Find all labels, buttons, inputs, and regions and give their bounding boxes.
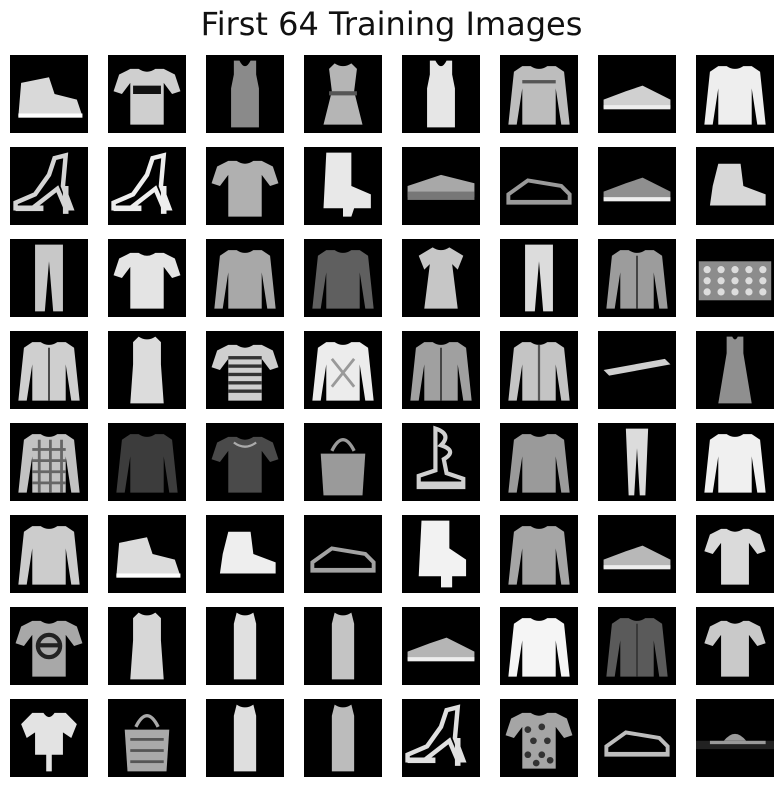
thumbnail-sneaker xyxy=(108,515,186,593)
thumbnail-dress xyxy=(206,699,284,777)
thumbnail-sneaker xyxy=(598,55,676,133)
thumbnail-pullover xyxy=(500,607,578,685)
figure-title: First 64 Training Images xyxy=(200,5,583,43)
thumbnail-dress xyxy=(304,55,382,133)
thumbnail-t-shirt xyxy=(206,331,284,409)
thumbnail-sandal xyxy=(108,147,186,225)
thumbnail-bag xyxy=(696,239,774,317)
thumbnail-sneaker xyxy=(598,515,676,593)
thumbnail-pullover xyxy=(206,239,284,317)
thumbnail-t-shirt xyxy=(10,607,88,685)
thumbnail-coat xyxy=(598,607,676,685)
thumbnail-trouser xyxy=(500,239,578,317)
thumbnail-t-shirt xyxy=(108,239,186,317)
thumbnail-sandal xyxy=(304,515,382,593)
thumbnail-shirt xyxy=(696,423,774,501)
thumbnail-sandal xyxy=(598,699,676,777)
thumbnail-shirt xyxy=(10,699,88,777)
thumbnail-ankle-boot xyxy=(696,147,774,225)
thumbnail-dress xyxy=(696,331,774,409)
thumbnail-coat xyxy=(598,239,676,317)
thumbnail-pullover xyxy=(696,55,774,133)
thumbnail-coat xyxy=(402,331,480,409)
thumbnail-pullover xyxy=(500,55,578,133)
thumbnail-sandal xyxy=(402,423,480,501)
thumbnail-shirt xyxy=(10,423,88,501)
thumbnail-ankle-boot xyxy=(304,147,382,225)
thumbnail-dress xyxy=(206,607,284,685)
thumbnail-dress xyxy=(402,239,480,317)
thumbnail-sneaker xyxy=(402,607,480,685)
thumbnail-pullover xyxy=(500,423,578,501)
thumbnail-ankle-boot xyxy=(206,515,284,593)
thumbnail-trouser xyxy=(10,239,88,317)
thumbnail-bag xyxy=(108,699,186,777)
thumbnail-pullover xyxy=(10,515,88,593)
thumbnail-sneaker xyxy=(598,147,676,225)
thumbnail-ankle-boot xyxy=(10,55,88,133)
thumbnail-top xyxy=(206,55,284,133)
thumbnail-ankle-boot xyxy=(402,515,480,593)
thumbnail-top xyxy=(402,55,480,133)
thumbnail-pullover xyxy=(304,331,382,409)
thumbnail-shirt xyxy=(500,699,578,777)
thumbnail-coat xyxy=(10,331,88,409)
thumbnail-bag xyxy=(304,423,382,501)
thumbnail-coat xyxy=(500,331,578,409)
thumbnail-dress xyxy=(304,607,382,685)
thumbnail-sandal xyxy=(402,147,480,225)
thumbnail-sandal xyxy=(500,147,578,225)
thumbnail-dress xyxy=(108,607,186,685)
thumbnail-t-shirt xyxy=(206,147,284,225)
thumbnail-sandal xyxy=(10,147,88,225)
thumbnail-coat xyxy=(304,239,382,317)
thumbnail-dress xyxy=(696,515,774,593)
thumbnail-t-shirt xyxy=(108,55,186,133)
thumbnail-dress xyxy=(304,699,382,777)
thumbnail-shirt xyxy=(696,607,774,685)
thumbnail-shirt xyxy=(108,423,186,501)
thumbnail-t-shirt xyxy=(206,423,284,501)
thumbnail-trouser xyxy=(598,423,676,501)
thumbnail-sandal xyxy=(696,699,774,777)
thumbnail-sandal xyxy=(598,331,676,409)
thumbnail-dress xyxy=(108,331,186,409)
thumbnail-sandal xyxy=(402,699,480,777)
thumbnail-pullover xyxy=(500,515,578,593)
